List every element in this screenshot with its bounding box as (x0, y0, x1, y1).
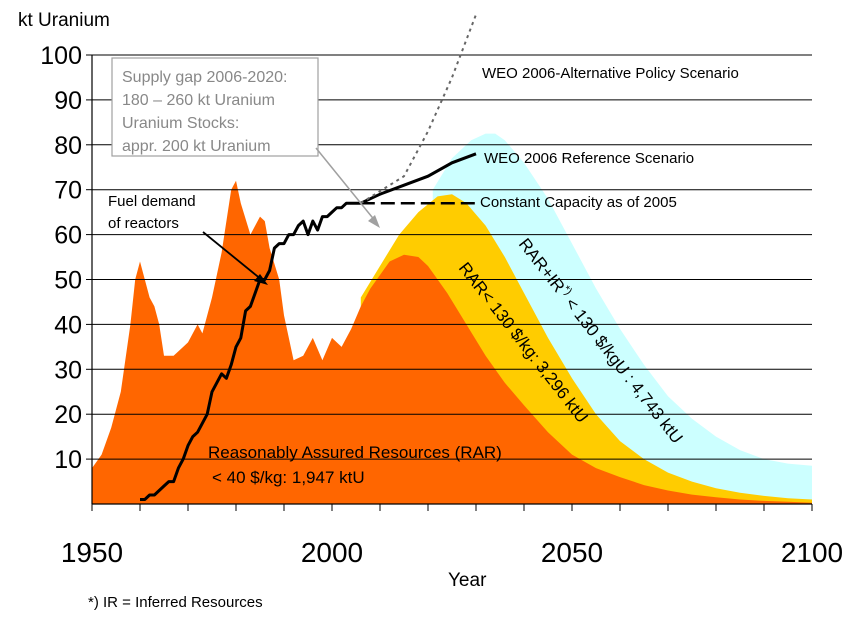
x-tick-label-2050: 2050 (541, 537, 603, 568)
supply-gap-line-3: Uranium Stocks: (122, 115, 239, 132)
footnote: *) IR = Inferred Resources (88, 594, 263, 611)
rar-40-label-1: Reasonably Assured Resources (RAR) (208, 443, 502, 462)
supply-gap-arrow (315, 147, 377, 223)
x-tick-label-2000: 2000 (301, 537, 363, 568)
supply-gap-line-4: appr. 200 kt Uranium (122, 138, 271, 155)
supply-gap-box (111, 57, 319, 157)
y-tick-label-40: 40 (54, 311, 82, 339)
x-ticks: 1950 2000 2050 2100 (61, 504, 843, 568)
supply-gap-line-1: Supply gap 2006-2020: (122, 69, 287, 86)
fuel-demand-arrow (202, 231, 263, 281)
x-tick-label-1950: 1950 (61, 537, 123, 568)
y-ticks: 10 20 30 40 50 60 70 80 90 100 (40, 42, 92, 474)
rar-40-label-2: < 40 $/kg: 1,947 ktU (212, 468, 365, 487)
y-axis-title: kt Uranium (18, 10, 110, 31)
weo-ref-label: WEO 2006 Reference Scenario (484, 150, 694, 167)
supply-gap-note: Supply gap 2006-2020: 180 – 260 kt Urani… (111, 57, 380, 228)
weo-alt-label: WEO 2006-Alternative Policy Scenario (482, 65, 739, 82)
supply-gap-arrowhead (368, 215, 380, 228)
fuel-demand-label-1: Fuel demand (108, 193, 196, 210)
line-fuel-demand (140, 201, 361, 501)
x-axis-title: Year (448, 570, 487, 591)
fuel-demand-arrowhead (254, 274, 268, 285)
y-tick-label-30: 30 (54, 356, 82, 384)
y-tick-label-10: 10 (54, 446, 82, 474)
y-tick-label-90: 90 (54, 87, 82, 115)
y-tick-label-80: 80 (54, 132, 82, 160)
y-tick-label-20: 20 (54, 401, 82, 429)
constant-capacity-label: Constant Capacity as of 2005 (480, 194, 677, 211)
lines-layer (140, 14, 477, 501)
fuel-demand-label-2: of reactors (108, 215, 179, 232)
x-tick-label-2100: 2100 (781, 537, 843, 568)
line-weo-reference (360, 152, 477, 205)
y-tick-label-50: 50 (54, 267, 82, 295)
y-tick-label-70: 70 (54, 177, 82, 205)
y-tick-label-100: 100 (40, 42, 82, 70)
gridlines (92, 54, 812, 460)
line-weo-alternative (360, 14, 477, 205)
y-tick-label-60: 60 (54, 222, 82, 250)
supply-gap-line-2: 180 – 260 kt Uranium (122, 92, 275, 109)
